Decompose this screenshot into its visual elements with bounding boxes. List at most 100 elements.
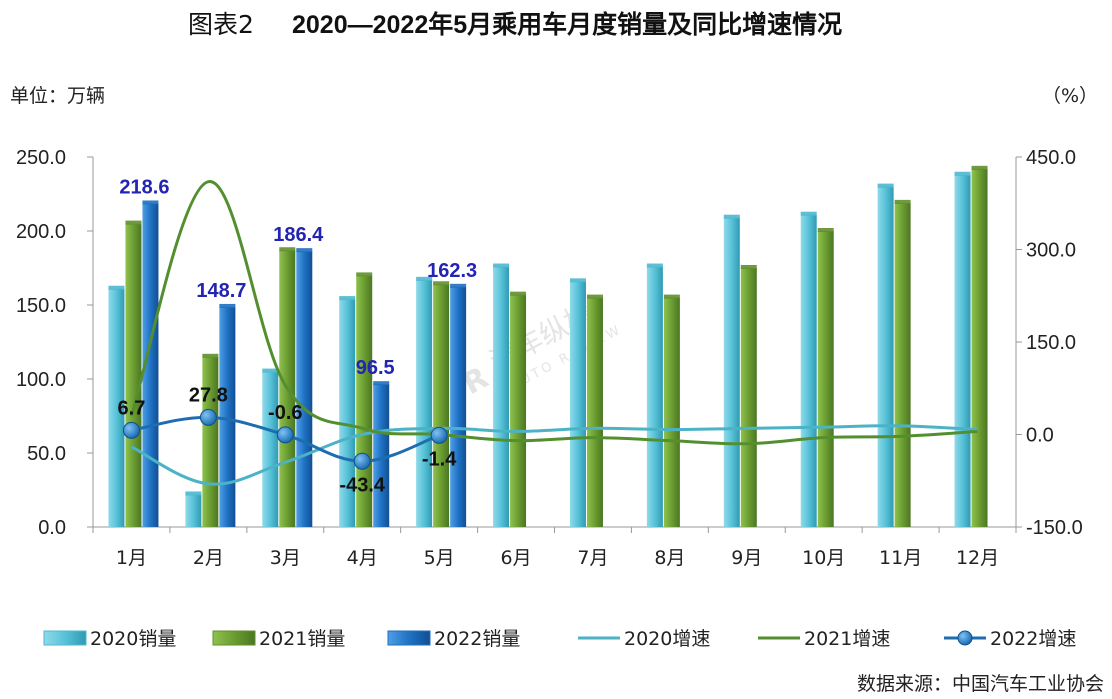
legend-label: 2020增速 [624, 628, 710, 650]
data-labels: 218.6 148.7 186.4 96.5 162.3 6.7 27.8 -0.6 -43.4… [118, 176, 478, 496]
legend-label: 2022销量 [434, 628, 520, 650]
bar-top-2021销量 [740, 265, 757, 269]
x-tick-label: 8月 [654, 547, 685, 569]
growth-value-label: 6.7 [118, 397, 146, 419]
bar-2021销量 [740, 268, 757, 527]
legend-label: 2022增速 [990, 628, 1076, 650]
bar-top-2021销量 [817, 228, 834, 232]
bar-value-label: 96.5 [356, 357, 395, 379]
bar-2021销量 [971, 168, 988, 527]
marker-2022增速 [276, 426, 294, 444]
growth-value-label: -1.4 [422, 448, 457, 470]
marker-2022增速 [353, 452, 371, 470]
bar-top-2020销量 [723, 214, 740, 219]
legend: 2020销量 2021销量 2022销量 2020增速 2021增速 2022增速 [43, 628, 1076, 650]
legend-label: 2020销量 [90, 628, 176, 650]
growth-value-label: -0.6 [268, 402, 302, 424]
bar-2020销量 [416, 279, 433, 527]
marker-2022增速 [430, 426, 448, 444]
bar-2020销量 [800, 214, 817, 527]
x-tick-label: 9月 [731, 547, 762, 569]
bar-top-2021销量 [279, 247, 296, 252]
bar-top-2022销量 [373, 381, 390, 386]
bar-value-label: 186.4 [273, 224, 324, 246]
bar-2020销量 [877, 186, 894, 527]
legend-marker-2022增速 [957, 630, 973, 646]
x-tick-label: 10月 [802, 547, 845, 569]
x-tick-label: 1月 [116, 547, 147, 569]
bar-2022销量 [450, 286, 467, 527]
bar-2021销量 [125, 223, 142, 527]
bar-top-2020销量 [569, 278, 586, 283]
bar-top-2021销量 [971, 165, 988, 170]
bar-2021销量 [663, 297, 680, 527]
y-left-tick-label: 250.0 [16, 147, 66, 169]
bar-top-2020销量 [108, 285, 125, 290]
bar-2021销量 [894, 202, 911, 527]
marker-2022增速 [199, 408, 217, 426]
legend-swatch-2022销量 [387, 630, 431, 646]
y-right-tick-label: -150.0 [1026, 517, 1083, 539]
chart-title-prefix: 图表2 [188, 10, 254, 39]
bar-top-2021销量 [356, 272, 373, 277]
bar-top-2020销量 [493, 263, 510, 268]
bar-2020销量 [646, 266, 663, 527]
bar-2020销量 [493, 266, 510, 527]
bar-2020销量 [108, 288, 125, 527]
bar-2021销量 [202, 356, 219, 527]
bar-top-2022销量 [296, 248, 313, 253]
bar-top-2020销量 [954, 171, 971, 176]
bar-2020销量 [339, 299, 356, 527]
bar-top-2020销量 [185, 491, 202, 496]
growth-value-label: -43.4 [339, 474, 385, 496]
y-left-tick-label: 150.0 [16, 295, 66, 317]
x-tick-label: 7月 [577, 547, 608, 569]
y-left-tick-label: 0.0 [38, 517, 66, 539]
legend-swatch-2020销量 [43, 630, 87, 646]
bar-top-2021销量 [586, 294, 603, 299]
bar-top-2021销量 [125, 220, 142, 225]
legend-label: 2021销量 [259, 628, 345, 650]
bar-2021销量 [433, 284, 450, 527]
growth-lines [122, 180, 978, 486]
bar-top-2021销量 [510, 291, 527, 296]
left-axis-unit: 单位：万辆 [10, 85, 105, 107]
bar-value-label: 218.6 [119, 176, 169, 198]
chart-title: 2020—2022年5月乘用车月度销量及同比增速情况 [292, 10, 842, 39]
x-tick-label: 4月 [347, 547, 378, 569]
right-axis-unit: （%） [1042, 85, 1098, 107]
bar-top-2022销量 [219, 303, 236, 308]
bar-top-2020销量 [646, 263, 663, 268]
x-tick-label: 3月 [270, 547, 301, 569]
bar-2021销量 [586, 297, 603, 527]
legend-label: 2021增速 [804, 628, 890, 650]
x-tick-label: 12月 [956, 547, 999, 569]
bar-top-2020销量 [800, 211, 817, 216]
bar-2020销量 [569, 281, 586, 527]
bar-2022销量 [219, 306, 236, 527]
y-right-tick-label: 300.0 [1026, 240, 1076, 262]
bar-2022销量 [296, 251, 313, 528]
legend-swatch-2021销量 [212, 630, 256, 646]
bar-top-2021销量 [202, 353, 219, 358]
bar-top-2020销量 [262, 368, 279, 373]
bar-top-2020销量 [339, 296, 356, 301]
bar-2022销量 [373, 384, 390, 527]
bar-2022销量 [142, 203, 159, 528]
bar-top-2021销量 [433, 281, 450, 286]
bars [108, 165, 988, 528]
bar-2020销量 [262, 371, 279, 527]
bar-2021销量 [510, 294, 527, 527]
bar-top-2022销量 [450, 283, 467, 288]
x-tick-label: 6月 [500, 547, 531, 569]
y-right-tick-label: 150.0 [1026, 332, 1076, 354]
bar-top-2021销量 [663, 294, 680, 299]
x-tick-label: 11月 [879, 547, 922, 569]
bar-top-2021销量 [894, 199, 911, 204]
marker-2022增速 [122, 421, 140, 439]
bar-value-label: 162.3 [427, 260, 477, 282]
bar-2020销量 [185, 494, 202, 527]
y-left-tick-label: 50.0 [27, 443, 66, 465]
bar-value-label: 148.7 [196, 280, 246, 302]
